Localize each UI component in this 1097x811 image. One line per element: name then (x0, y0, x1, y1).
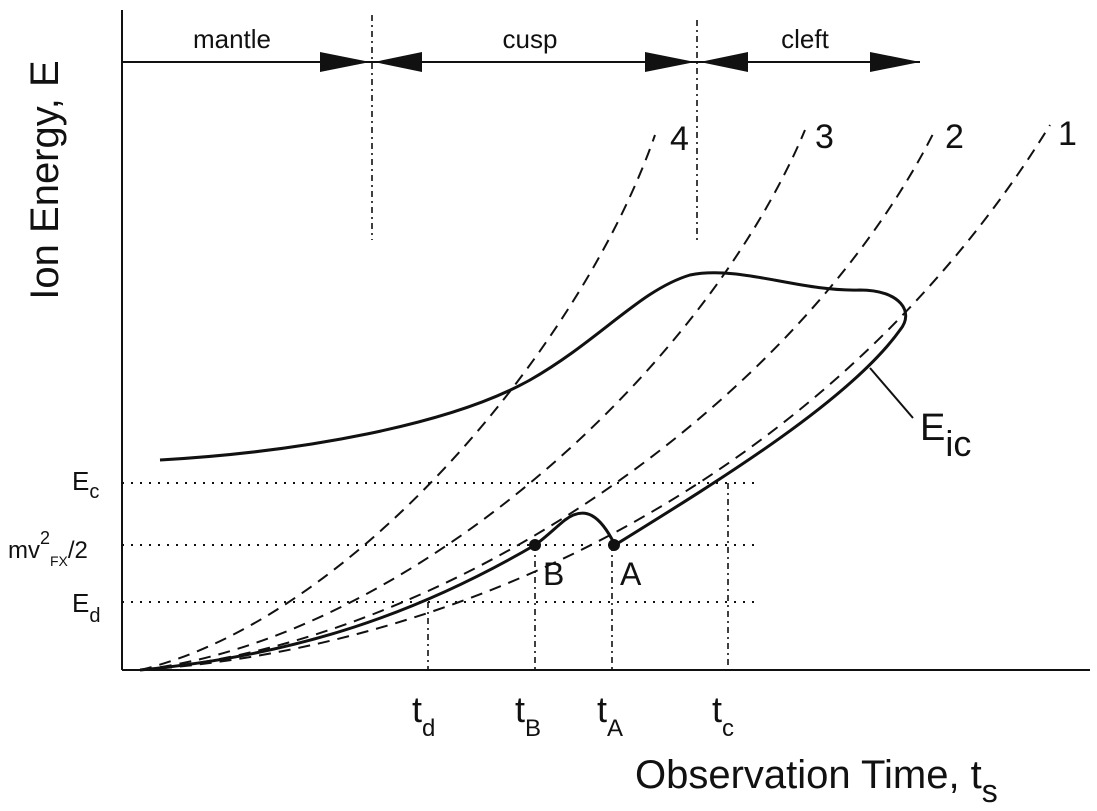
curve-label: 4 (670, 120, 689, 158)
time-label: tA (597, 689, 623, 742)
region-label: cusp (503, 24, 558, 54)
energy-label: Ed (72, 588, 100, 627)
label-main: mv (8, 537, 40, 564)
arrowhead (320, 52, 370, 72)
arrowhead (700, 52, 748, 72)
arrowhead (645, 52, 695, 72)
region-label: mantle (193, 24, 271, 54)
y-axis-label: Ion Energy, E (23, 60, 67, 299)
curve-label: 1 (1058, 115, 1077, 153)
label-sub: c (722, 715, 734, 742)
curve-label: 2 (945, 118, 964, 156)
arrowhead (870, 52, 920, 72)
dashed-curve (139, 134, 656, 671)
label-sub: d (89, 605, 100, 627)
label-main: Observation Time, t (635, 753, 982, 797)
label-sub: d (422, 715, 435, 742)
arrowhead (374, 52, 422, 72)
label-main: E (72, 466, 89, 496)
time-label: tB (515, 689, 541, 742)
point (529, 539, 541, 551)
energy-label: mv2FX/2 (8, 528, 88, 569)
dashed-curve (139, 124, 1051, 671)
curve-name-main: E (920, 407, 945, 449)
leader-line (869, 367, 914, 419)
curve-name-sub: ic (945, 423, 971, 464)
time-label: td (412, 689, 435, 742)
label-sub: c (89, 481, 99, 503)
energy-label: Ec (72, 466, 99, 503)
point-label: B (543, 556, 564, 592)
label-sub: B (525, 715, 541, 742)
time-label: tc (712, 689, 734, 742)
label-sub: FX (50, 553, 69, 569)
dashed-curve (139, 129, 806, 671)
label-main: t (412, 689, 422, 730)
dashed-curve (139, 129, 936, 671)
curve-label: 3 (815, 118, 834, 156)
label-main: t (515, 689, 525, 730)
label-sup: 2 (40, 528, 50, 548)
label-tail: /2 (68, 537, 88, 564)
point (608, 539, 620, 551)
label-sub: s (982, 773, 998, 809)
label-main: t (597, 689, 607, 730)
label-sub: A (607, 715, 623, 742)
curve-name: Eic (920, 407, 971, 464)
point-label: A (620, 556, 642, 592)
x-axis-label: Observation Time, ts (635, 753, 998, 809)
region-label: cleft (781, 24, 829, 54)
label-main: E (72, 588, 89, 618)
label-main: t (712, 689, 722, 730)
